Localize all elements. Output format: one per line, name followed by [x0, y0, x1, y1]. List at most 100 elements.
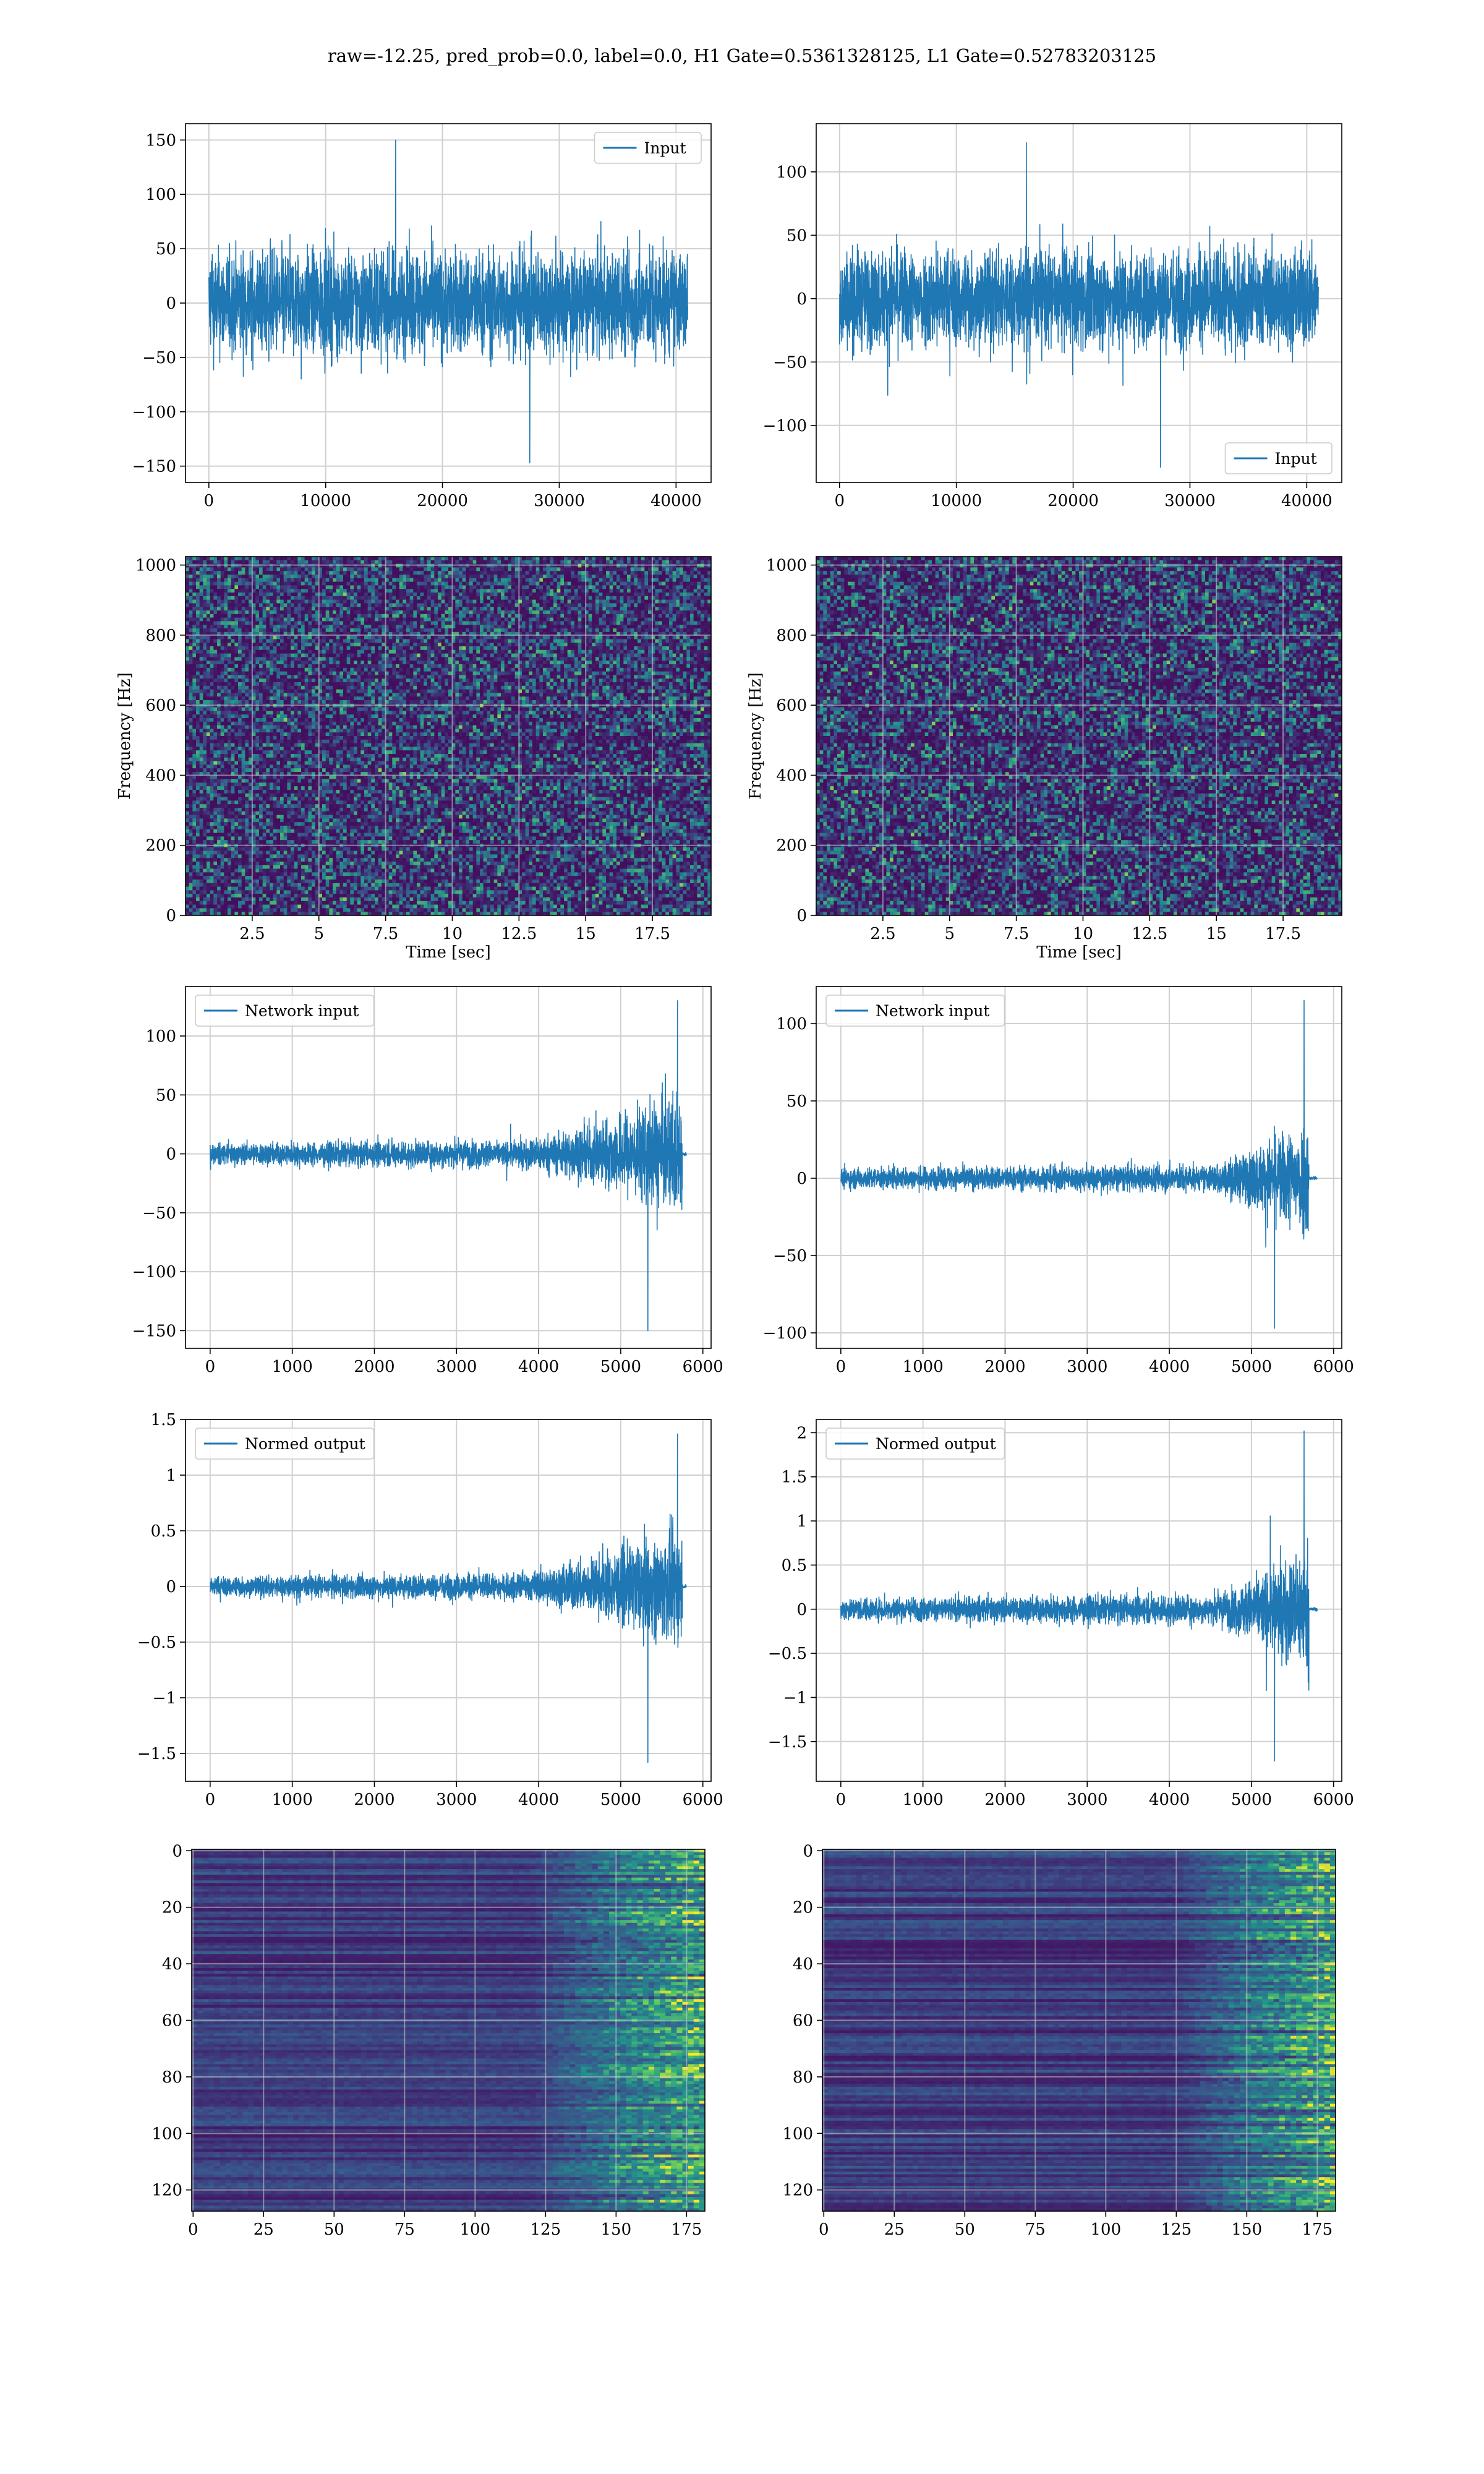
h1-spectrogram-cell [399, 661, 403, 664]
h1-spectrogram-cell [623, 618, 627, 622]
h1-spectrogram-cell [522, 657, 526, 661]
h1-spectrogram-cell [213, 603, 217, 607]
h1-input-series-line [209, 140, 688, 463]
h1-spectrogram-cell [245, 560, 249, 564]
h1-spectrogram-cell [480, 596, 484, 600]
h1-spectrogram-cell [568, 625, 571, 628]
h1-spectrogram-cell [336, 567, 340, 571]
h1-spectrogram-cell [455, 567, 459, 571]
h1-spectrogram-cell [610, 621, 613, 625]
h1-spectrogram-cell [203, 578, 207, 582]
h1-spectrogram-cell [392, 657, 396, 661]
h1-spectrogram-cell [364, 571, 368, 575]
h1-spectrogram-cell [505, 593, 508, 596]
h1-spectrogram-cell [245, 657, 249, 661]
h1-spectrogram-cell [497, 636, 501, 640]
h1-spectrogram-cell [399, 650, 403, 654]
h1-spectrogram-cell [571, 664, 574, 668]
h1-spectrogram-cell [553, 589, 557, 593]
h1-spectrogram-cell [648, 575, 652, 578]
h1-spectrogram-cell [616, 557, 620, 560]
h1-spectrogram-cell [424, 560, 427, 564]
h1-spectrogram-cell [276, 625, 280, 628]
h1-spectrogram-cell [424, 557, 427, 560]
h1-spectrogram-cell [287, 610, 291, 614]
h1-spectrogram-cell [599, 567, 603, 571]
h1-spectrogram-cell [484, 571, 487, 575]
h1-spectrogram-cell [434, 585, 438, 589]
h1-spectrogram-cell [312, 600, 315, 604]
h1-spectrogram-cell [213, 625, 217, 628]
h1-spectrogram-cell [704, 657, 708, 661]
h1-spectrogram-cell [532, 564, 536, 568]
h1-spectrogram-cell [683, 661, 687, 664]
h1-spectrogram-cell [494, 668, 498, 672]
h1-spectrogram-cell [196, 607, 200, 610]
h1-spectrogram-cell [308, 625, 312, 628]
h1-spectrogram-cell [581, 585, 585, 589]
h1-spectrogram-cell [683, 585, 687, 589]
h1-spectrogram-cell [273, 578, 277, 582]
h1-spectrogram-cell [522, 654, 526, 657]
h1-spectrogram-cell [463, 589, 466, 593]
h1-spectrogram-cell [680, 607, 683, 610]
h1-spectrogram-cell [463, 600, 466, 604]
h1-spectrogram-cell [350, 636, 354, 640]
h1-spectrogram-cell [564, 672, 568, 675]
h1-spectrogram-cell [368, 585, 372, 589]
h1-spectrogram-cell [508, 672, 511, 675]
h1-spectrogram-cell [631, 636, 634, 640]
h1-spectrogram-cell [210, 636, 214, 640]
h1-spectrogram-cell [676, 596, 680, 600]
h1-spectrogram-cell [403, 672, 406, 675]
h1-spectrogram-cell [308, 664, 312, 668]
h1-spectrogram-cell [515, 603, 519, 607]
h1-spectrogram-cell [694, 603, 697, 607]
h1-spectrogram-cell [234, 564, 238, 568]
h1-spectrogram-cell [350, 589, 354, 593]
h1-spectrogram-cell [686, 578, 690, 582]
h1-spectrogram-cell [469, 603, 473, 607]
h1-spectrogram-cell [662, 567, 666, 571]
h1-spectrogram-cell [659, 639, 662, 643]
h1-spectrogram-cell [234, 567, 238, 571]
h1-spectrogram-cell [192, 596, 196, 600]
h1-spectrogram-cell [259, 650, 263, 654]
h1-spectrogram-cell [224, 593, 228, 596]
h1-spectrogram-cell [322, 560, 326, 564]
h1-spectrogram-cell [539, 672, 543, 675]
h1-spectrogram-cell [354, 621, 357, 625]
h1-spectrogram-cell [284, 643, 288, 646]
h1-spectrogram-cell [557, 578, 561, 582]
h1-spectrogram-cell [694, 610, 697, 614]
h1-spectrogram-cell [336, 661, 340, 664]
h1-spectrogram-cell [410, 643, 414, 646]
h1-spectrogram-cell [291, 603, 294, 607]
h1-spectrogram-cell [210, 603, 214, 607]
h1-spectrogram-cell [641, 567, 645, 571]
h1-spectrogram-cell [308, 610, 312, 614]
h1-spectrogram-cell [581, 557, 585, 560]
h1-spectrogram-cell [438, 639, 441, 643]
h1-spectrogram-cell [606, 571, 610, 575]
h1-spectrogram-cell [662, 639, 666, 643]
h1-spectrogram-cell [368, 564, 372, 568]
h1-spectrogram-cell [291, 636, 294, 640]
h1-spectrogram-cell [469, 664, 473, 668]
h1-spectrogram-cell [266, 578, 270, 582]
h1-spectrogram-cell [505, 571, 508, 575]
h1-spectrogram-cell [263, 618, 267, 622]
h1-spectrogram-cell [511, 607, 515, 610]
h1-spectrogram-cell [434, 654, 438, 657]
h1-spectrogram-cell [270, 672, 273, 675]
h1-spectrogram-cell [694, 567, 697, 571]
h1-spectrogram-cell [438, 621, 441, 625]
h1-spectrogram-cell [326, 621, 330, 625]
h1-spectrogram-cell [189, 575, 193, 578]
h1-spectrogram-cell [186, 596, 189, 600]
h1-spectrogram-cell [704, 650, 708, 654]
h1-spectrogram-cell [238, 578, 242, 582]
h1-spectrogram-cell [680, 639, 683, 643]
h1-spectrogram-cell [213, 578, 217, 582]
h1-spectrogram-cell [406, 607, 410, 610]
